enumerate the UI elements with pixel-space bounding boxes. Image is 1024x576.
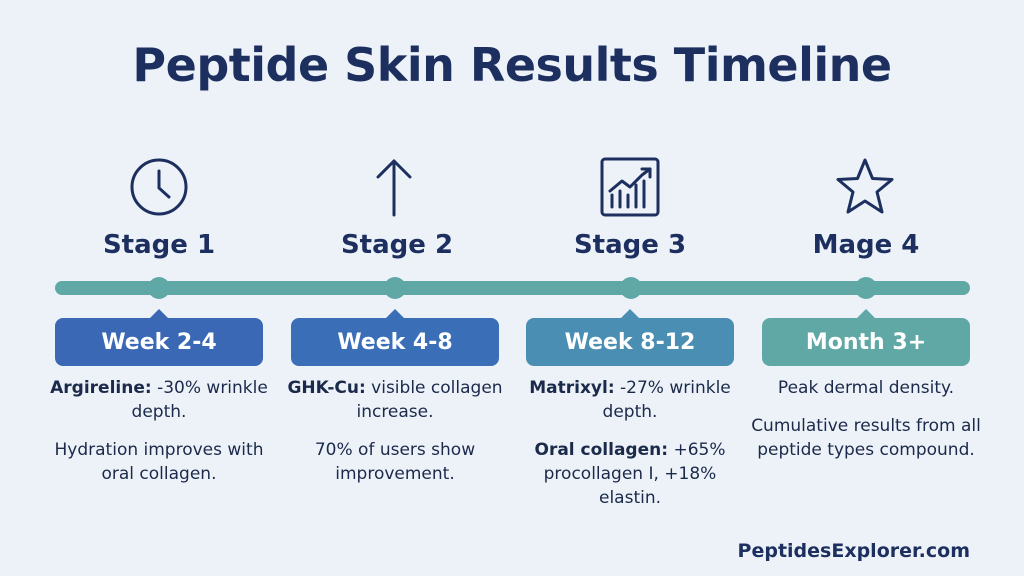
- period-badge-3: Week 8-12: [526, 309, 734, 366]
- star-icon: [833, 155, 897, 219]
- stage-2-description: GHK-Cu: visible collagen increase. 70% o…: [280, 376, 510, 500]
- timeline-dot-2: [384, 277, 406, 299]
- timeline-dot-3: [620, 277, 642, 299]
- brand-link[interactable]: PeptidesExplorer.com: [737, 540, 970, 562]
- stage-3-description: Matrixyl: -27% wrinkle depth. Oral colla…: [515, 376, 745, 524]
- stage-1-text: -30% wrinkle depth.: [131, 378, 268, 422]
- timeline-dot-1: [148, 277, 170, 299]
- stage-1-highlight: Argireline:: [50, 378, 152, 398]
- stage-3-label: Stage 3: [573, 230, 687, 260]
- stage-4-label: Mage 4: [812, 230, 920, 260]
- timeline-line: [55, 281, 970, 295]
- stage-4-description: Peak dermal density. Cumulative results …: [751, 376, 981, 476]
- stage-1-note: Hydration improves with oral collagen.: [54, 440, 264, 484]
- stage-2-text: visible collagen increase.: [356, 378, 503, 422]
- arrow-up-icon: [362, 155, 426, 219]
- stage-2-note: 70% of users show improvement.: [314, 440, 476, 484]
- stage-1-description: Argireline: -30% wrinkle depth. Hydratio…: [44, 376, 274, 500]
- stage-2-label: Stage 2: [340, 230, 454, 260]
- stage-3-text: -27% wrinkle depth.: [602, 378, 731, 422]
- stage-4-note: Cumulative results from all peptide type…: [751, 416, 981, 460]
- period-badge-1: Week 2-4: [55, 309, 263, 366]
- page-title: Peptide Skin Results Timeline: [132, 38, 892, 92]
- stage-3-highlight-2: Oral collagen:: [534, 440, 669, 460]
- stage-3-highlight: Matrixyl:: [529, 378, 615, 398]
- period-badge-4: Month 3+: [762, 309, 970, 366]
- chart-trend-icon: [598, 155, 662, 219]
- stage-2-highlight: GHK-Cu:: [287, 378, 366, 398]
- stage-1-label: Stage 1: [102, 230, 216, 260]
- stage-3-note: +65% procollagen I, +18% elastin.: [543, 440, 726, 508]
- clock-icon: [127, 155, 191, 219]
- period-badge-2: Week 4-8: [291, 309, 499, 366]
- stage-4-text: Peak dermal density.: [777, 378, 955, 398]
- timeline-dot-4: [855, 277, 877, 299]
